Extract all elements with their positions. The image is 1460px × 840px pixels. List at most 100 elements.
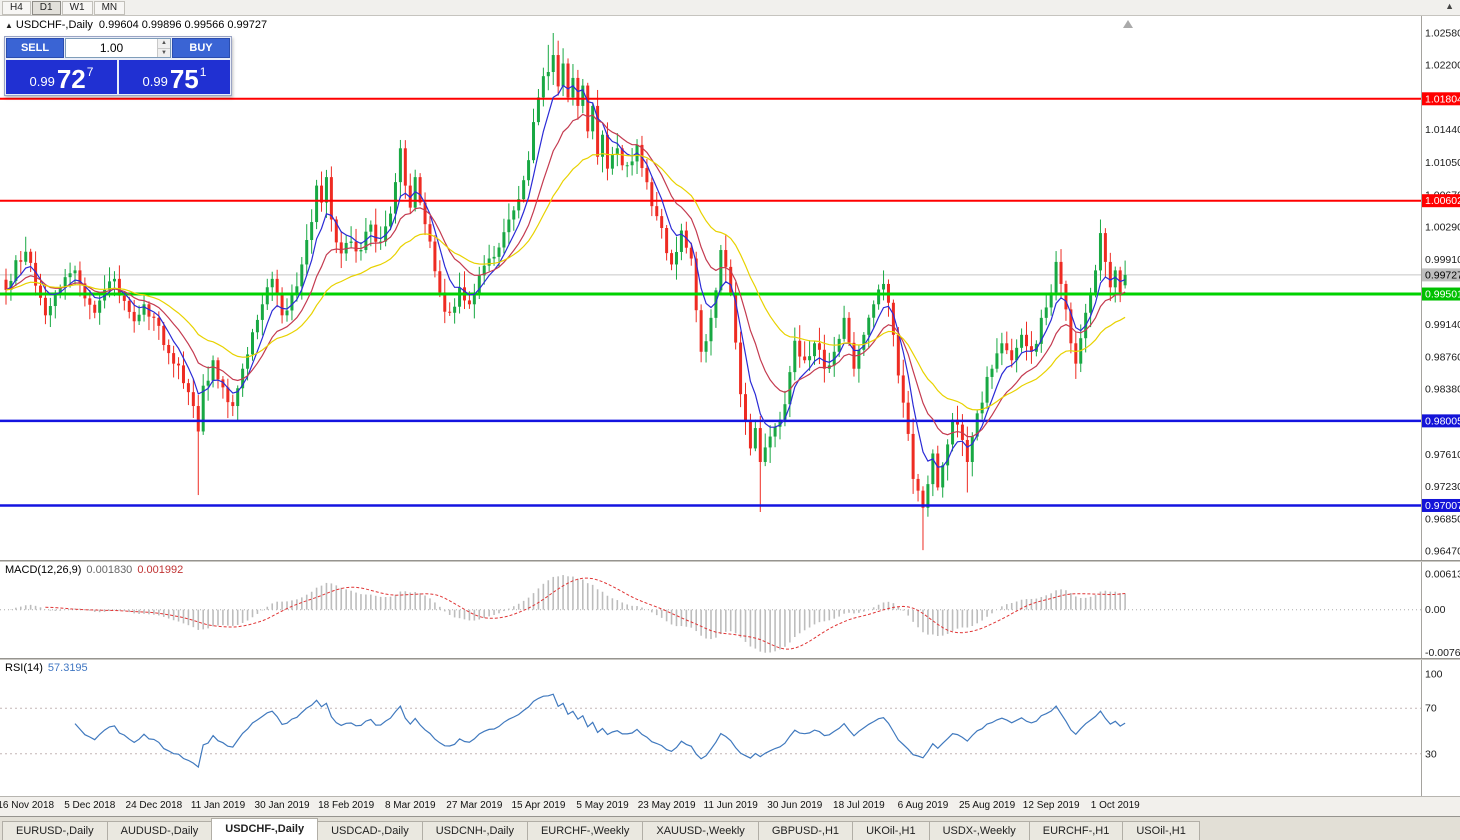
macd-chart[interactable]: 0.00613 0.00 -0.00761 [0, 562, 1460, 658]
time-axis-label: 16 Nov 2018 [0, 800, 55, 811]
timeframe-buttons: H4 D1 W1 MN [2, 0, 126, 15]
timeframe-button-h4[interactable]: H4 [2, 0, 31, 15]
timeframe-button-w1[interactable]: W1 [61, 0, 93, 15]
svg-text:1.01804: 1.01804 [1425, 93, 1460, 105]
chart-tab-usdchf-daily[interactable]: USDCHF-,Daily [211, 818, 319, 840]
sell-price-big-digits: 72 [56, 64, 86, 94]
svg-text:0.99727: 0.99727 [1425, 269, 1460, 281]
chart-tab-usdcnh-daily[interactable]: USDCNH-,Daily [421, 821, 528, 840]
chart-tab-eurchf-weekly[interactable]: EURCHF-,Weekly [526, 821, 644, 840]
buy-price-display[interactable]: 0.99 75 1 [119, 60, 230, 94]
sell-button[interactable]: SELL [6, 38, 64, 58]
macd-indicator-panel: 0.00613 0.00 -0.00761 MACD(12,26,9) 0.00183… [0, 562, 1460, 658]
macd-value: 0.001830 [86, 564, 133, 576]
time-axis-label: 12 Sep 2019 [1022, 800, 1080, 811]
macd-histogram [10, 575, 1126, 653]
buy-price-prefix: 0.99 [142, 74, 168, 89]
candles-layer [4, 33, 1127, 551]
timeframe-button-mn[interactable]: MN [93, 0, 126, 15]
svg-text:0.99501: 0.99501 [1425, 289, 1460, 301]
panel-splitter[interactable] [0, 560, 1460, 562]
svg-text:1.00290: 1.00290 [1425, 222, 1460, 234]
volume-value[interactable]: 1.00 [99, 41, 124, 55]
chart-symbol-period: USDCHF-,Daily [15, 19, 93, 31]
chart-tab-audusd-daily[interactable]: AUDUSD-,Daily [106, 821, 213, 840]
price-tag: 1.00602 [1422, 194, 1460, 208]
time-axis-label: 11 Jun 2019 [703, 800, 758, 811]
chart-shift-icon [1123, 20, 1133, 28]
rsi-value: 57.3195 [47, 662, 88, 674]
sell-price-pipette: 7 [86, 65, 94, 79]
chart-tab-eurchf-h1[interactable]: EURCHF-,H1 [1028, 821, 1124, 840]
moving-average-mid [5, 113, 1126, 438]
chart-tab-ukoil-h1[interactable]: UKOil-,H1 [852, 821, 930, 840]
macd-signal-value: 0.001992 [137, 564, 184, 576]
buy-button[interactable]: BUY [172, 38, 230, 58]
time-axis[interactable]: 16 Nov 2018 5 Dec 2018 24 Dec 2018 11 Jan 2… [0, 796, 1460, 816]
moving-average-fast [5, 84, 1126, 468]
svg-text:-0.00761: -0.00761 [1425, 647, 1460, 658]
timeframe-button-d1[interactable]: D1 [31, 0, 61, 15]
buy-price-pipette: 1 [199, 65, 207, 79]
macd-name: MACD(12,26,9) [5, 564, 82, 576]
chart-title: ▲ USDCHF-,Daily 0.99604 0.99896 0.99566 0.… [5, 19, 267, 31]
collapse-panel-icon[interactable]: ▲ [5, 21, 13, 30]
time-axis-label: 25 Aug 2019 [958, 800, 1016, 811]
time-axis-label: 1 Oct 2019 [1090, 800, 1140, 811]
svg-text:1.00602: 1.00602 [1425, 195, 1460, 207]
svg-text:1.02580: 1.02580 [1425, 28, 1460, 40]
volume-decrease-icon[interactable]: ▼ [158, 48, 170, 57]
chart-tab-usoil-h1[interactable]: USOil-,H1 [1122, 821, 1200, 840]
chart-tab-xauusd-weekly[interactable]: XAUUSD-,Weekly [642, 821, 759, 840]
price-tag: 0.99727 [1422, 268, 1460, 281]
time-axis-label: 30 Jan 2019 [254, 800, 310, 811]
volume-field[interactable]: 1.00 ▲ ▼ [65, 38, 171, 58]
time-axis-label: 5 May 2019 [576, 800, 629, 811]
price-tag: 0.98005 [1422, 414, 1460, 428]
svg-text:0.97610: 0.97610 [1425, 449, 1460, 461]
volume-spinner: ▲ ▼ [157, 39, 170, 57]
chart-ohlc-values: 0.99604 0.99896 0.99566 0.99727 [98, 19, 268, 31]
timeframe-toolbar: H4 D1 W1 MN ▲ [0, 0, 1460, 16]
rsi-indicator-panel: 100 70 30 RSI(14) 57.3195 [0, 660, 1460, 796]
chart-tab-gbpusd-h1[interactable]: GBPUSD-,H1 [757, 821, 854, 840]
svg-text:100: 100 [1425, 669, 1443, 681]
svg-text:0.00613: 0.00613 [1425, 569, 1460, 581]
svg-text:0.00: 0.00 [1425, 604, 1446, 616]
time-axis-label: 18 Jul 2019 [833, 800, 885, 811]
sell-price-prefix: 0.99 [29, 74, 55, 89]
svg-text:70: 70 [1425, 703, 1437, 715]
time-axis-label: 24 Dec 2018 [125, 800, 183, 811]
svg-text:0.99140: 0.99140 [1425, 319, 1460, 331]
sell-price-display[interactable]: 0.99 72 7 [6, 60, 117, 94]
time-axis-label: 6 Aug 2019 [897, 800, 949, 811]
svg-text:0.96850: 0.96850 [1425, 513, 1460, 525]
svg-text:0.97230: 0.97230 [1425, 481, 1460, 493]
time-axis-label: 11 Jan 2019 [190, 800, 246, 811]
svg-text:1.01440: 1.01440 [1425, 124, 1460, 136]
time-axis-label: 15 Apr 2019 [511, 800, 566, 811]
chart-tab-eurusd-daily[interactable]: EURUSD-,Daily [2, 821, 108, 840]
time-axis-label: 5 Dec 2018 [64, 800, 116, 811]
svg-text:30: 30 [1425, 748, 1437, 760]
volume-increase-icon[interactable]: ▲ [158, 39, 170, 49]
price-scale: 1.025801.022001.014401.010501.006701.002… [1425, 28, 1460, 558]
panel-splitter[interactable] [0, 658, 1460, 660]
time-axis-label: 18 Feb 2019 [318, 800, 375, 811]
candlestick-chart[interactable]: 1.025801.022001.014401.010501.006701.002… [0, 16, 1460, 560]
svg-text:1.02200: 1.02200 [1425, 60, 1460, 72]
svg-text:0.98380: 0.98380 [1425, 384, 1460, 396]
rsi-line [74, 693, 1126, 769]
toolbar-scroll-up-icon[interactable]: ▲ [1445, 1, 1454, 11]
chart-tab-usdcad-daily[interactable]: USDCAD-,Daily [317, 821, 423, 840]
one-click-trading-panel: SELL 1.00 ▲ ▼ BUY 0.99 72 7 0.99 75 1 [4, 36, 232, 96]
rsi-chart[interactable]: 100 70 30 [0, 660, 1460, 796]
chart-tab-usdx-weekly[interactable]: USDX-,Weekly [928, 821, 1030, 840]
moving-average-slow [5, 152, 1126, 411]
svg-text:0.96470: 0.96470 [1425, 546, 1460, 558]
time-axis-label: 27 Mar 2019 [446, 800, 503, 811]
chart-tabs-bar: EURUSD-,Daily AUDUSD-,Daily USDCHF-,Daily U… [0, 816, 1460, 840]
time-axis-label: 30 Jun 2019 [767, 800, 823, 811]
rsi-label: RSI(14) 57.3195 [5, 662, 88, 674]
time-axis-label: 8 Mar 2019 [384, 800, 436, 811]
